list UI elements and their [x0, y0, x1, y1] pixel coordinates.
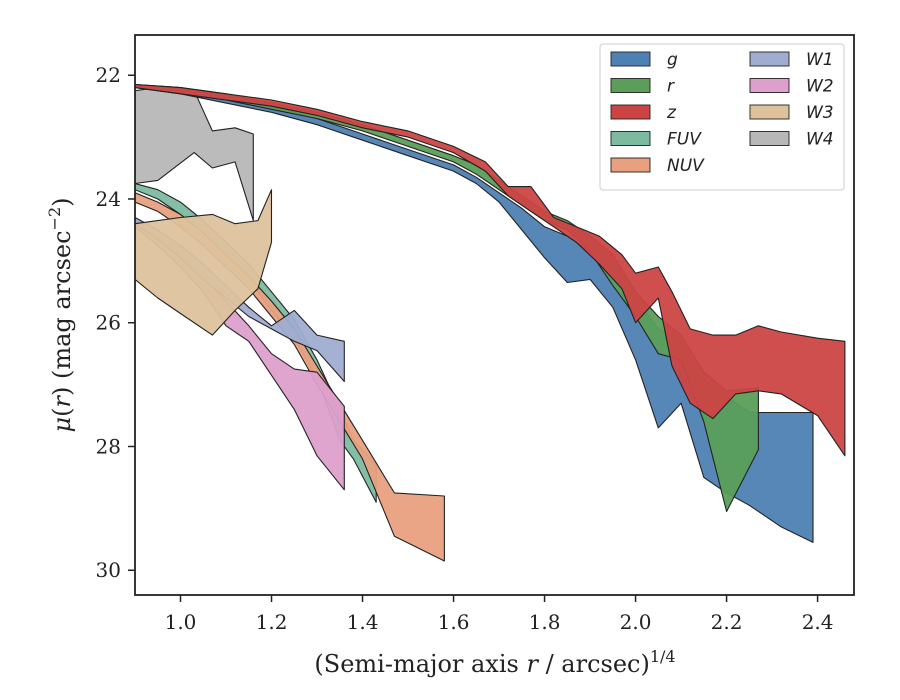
x-tick-label: 1.6 — [438, 610, 470, 634]
legend-label-nuv: NUV — [667, 156, 705, 176]
legend: grz FUV NUV W1 W2 W3 W4 — [599, 43, 845, 191]
legend-swatch-z — [610, 104, 651, 120]
legend-swatch-w4 — [749, 131, 790, 146]
legend-swatch-g — [610, 51, 651, 67]
band-g — [135, 83, 814, 543]
x-tick-label: 1.4 — [347, 610, 379, 634]
y-tick-label: 22 — [96, 63, 121, 87]
legend-swatch-fuv — [610, 131, 651, 146]
y-tick-label: 30 — [96, 558, 121, 582]
legend-label-w2: W2 — [806, 77, 834, 97]
y-axis-label: μ(r) (mag arcsec−2) — [45, 197, 76, 432]
x-tick-label: 2.0 — [620, 610, 652, 634]
x-tick-label: 2.4 — [802, 610, 834, 634]
x-axis-label: (Semi-major axis r / arcsec)1/4 — [314, 647, 675, 678]
legend-label-w3: W3 — [806, 103, 834, 123]
legend-label-fuv: FUV — [667, 130, 702, 150]
plot-frame — [134, 34, 855, 596]
x-tick-label: 1.0 — [165, 610, 197, 634]
y-tick-label: 24 — [96, 187, 121, 211]
legend-swatch-w1 — [749, 51, 790, 67]
legend-swatch-w3 — [749, 104, 790, 120]
legend-swatch-nuv — [610, 157, 651, 173]
legend-label-r: r — [667, 77, 675, 97]
y-tick-label: 28 — [96, 434, 121, 458]
y-tick-label: 26 — [96, 311, 121, 335]
legend-label-z: z — [666, 103, 677, 123]
x-tick-label: 1.2 — [256, 610, 288, 634]
series-layer — [135, 83, 846, 562]
legend-swatch-w2 — [749, 78, 790, 93]
legend-label-w1: W1 — [806, 50, 834, 70]
legend-label-g: g — [667, 50, 678, 70]
band-z — [135, 83, 846, 457]
x-tick-label: 1.8 — [529, 610, 561, 634]
legend-label-w4: W4 — [806, 130, 834, 150]
axis-ticks: 1.0 1.2 1.4 1.6 1.8 2.0 2.2 2.4 22 24 26 28 30 — [96, 63, 834, 634]
legend-swatch-r — [610, 78, 651, 93]
x-tick-label: 2.2 — [711, 610, 743, 634]
band-w3 — [135, 189, 273, 336]
